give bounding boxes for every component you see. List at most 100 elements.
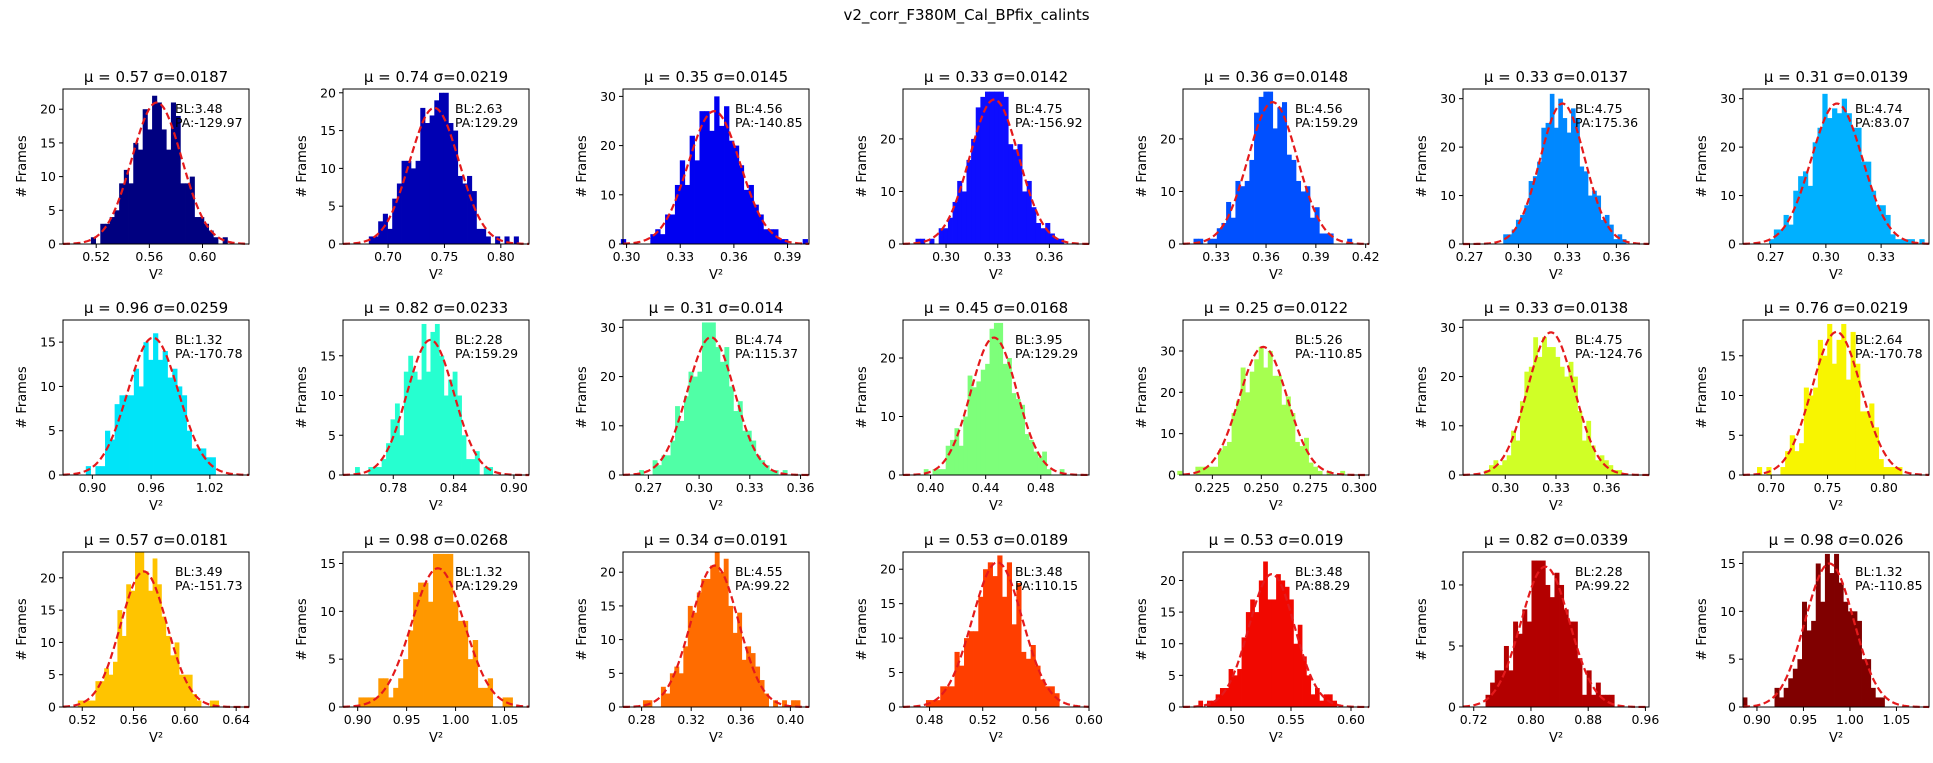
- histogram-bar: [170, 102, 177, 244]
- histogram-bar: [758, 214, 764, 244]
- histogram-bar: [368, 236, 374, 244]
- y-axis-label: # Frames: [855, 366, 870, 429]
- y-tick-label: 10: [600, 187, 616, 202]
- histogram-bar: [1231, 413, 1237, 475]
- histogram-bar: [77, 700, 83, 707]
- histogram-bar: [1596, 195, 1602, 244]
- x-axis-label: V²: [1549, 731, 1563, 746]
- histogram-bar: [113, 661, 118, 707]
- histogram-bar: [157, 359, 164, 475]
- histogram-bar: [773, 700, 778, 707]
- histogram-bar: [1517, 633, 1523, 707]
- histogram-bar: [1230, 217, 1236, 244]
- histogram-panel: 0.90 0.96 1.02 0 5 10 15 μ = 0.96 σ=0.0259 V² # F…: [15, 299, 250, 514]
- histogram-bar: [1289, 599, 1294, 707]
- x-tick-label: 0.27: [634, 480, 662, 495]
- subplot-title: μ = 0.25 σ=0.0122: [1204, 299, 1348, 317]
- histogram-bar: [1295, 180, 1302, 244]
- histogram-bar: [944, 686, 951, 707]
- axes-frame: [622, 319, 810, 476]
- histogram-bar: [1827, 118, 1833, 244]
- y-tick-label: 5: [1448, 638, 1456, 653]
- histogram-bar: [1541, 127, 1546, 244]
- histogram-bar: [1268, 91, 1274, 244]
- position-angle-annotation: PA:-170.78: [175, 346, 243, 361]
- histogram-bar: [443, 395, 449, 475]
- histogram-bar: [1227, 441, 1232, 475]
- histogram-bar: [620, 239, 627, 244]
- y-axis-label: # Frames: [1695, 598, 1710, 661]
- y-tick-label: 20: [1160, 385, 1176, 400]
- x-tick-label: 0.80: [1870, 480, 1898, 495]
- histogram-bar: [1240, 186, 1246, 244]
- x-tick-label: 1.02: [196, 480, 224, 495]
- y-tick-label: 0: [1448, 468, 1456, 483]
- axes-frame: [1182, 88, 1370, 245]
- histogram-bar: [194, 217, 200, 244]
- baseline-annotation: BL:4.75: [1575, 332, 1623, 347]
- histogram-bar: [442, 553, 449, 707]
- gaussian-fit-line: [342, 567, 530, 708]
- histogram-bar: [743, 189, 750, 244]
- histogram-bar: [728, 605, 734, 707]
- histogram-bar: [1851, 127, 1857, 244]
- y-tick-label: 20: [880, 351, 896, 366]
- histogram-bar: [420, 107, 426, 244]
- histogram-bar: [363, 697, 369, 707]
- histogram-bar: [1586, 420, 1592, 475]
- histogram-bar: [203, 223, 209, 244]
- histogram-bar: [1221, 222, 1227, 244]
- histogram-bar: [973, 631, 979, 707]
- histogram-bar: [701, 578, 707, 707]
- histogram-bar: [1869, 403, 1875, 475]
- histogram-bar: [1880, 205, 1886, 244]
- histogram-bar: [162, 351, 168, 475]
- histogram-bar: [954, 428, 960, 475]
- histogram-bar: [1267, 599, 1273, 707]
- y-tick-label: 10: [1720, 604, 1736, 619]
- histogram-bar: [1888, 467, 1894, 475]
- subplot-title: μ = 0.36 σ=0.0148: [1204, 68, 1348, 86]
- x-tick-label: 0.30: [1812, 249, 1840, 264]
- x-tick-label: 0.225: [1194, 480, 1230, 495]
- histogram-bar: [1241, 637, 1247, 707]
- histogram-bar: [971, 138, 977, 244]
- histogram-bar: [1899, 239, 1906, 244]
- x-tick-label: 0.75: [431, 249, 459, 264]
- position-angle-annotation: PA:-110.85: [1295, 346, 1363, 361]
- x-tick-label: 0.275: [1292, 480, 1328, 495]
- histogram-panel: 0.52 0.56 0.60 0.64 0 5 10 15 20 μ = 0.57 σ=0.018…: [15, 531, 250, 746]
- y-tick-label: 5: [888, 665, 896, 680]
- histogram-bar: [1592, 190, 1597, 244]
- x-tick-label: 0.75: [1814, 480, 1842, 495]
- y-tick-label: 15: [880, 596, 896, 611]
- x-tick-label: 1.00: [1836, 712, 1864, 727]
- histogram-bar: [1503, 645, 1509, 707]
- gaussian-fit-line: [1742, 102, 1930, 245]
- baseline-annotation: BL:2.64: [1855, 332, 1903, 347]
- histogram-bar: [660, 234, 666, 244]
- gaussian-fit-line: [342, 106, 530, 246]
- x-tick-label: 0.36: [727, 712, 755, 727]
- histogram-bar: [483, 467, 489, 475]
- histogram-bar: [1054, 238, 1060, 244]
- histogram-bar: [932, 469, 938, 475]
- histogram-bar: [157, 584, 162, 707]
- position-angle-annotation: PA:159.29: [455, 346, 518, 361]
- histogram-bar: [1793, 190, 1799, 244]
- histogram-bar: [694, 160, 700, 244]
- histogram-panel: 0.40 0.44 0.48 0 10 20 μ = 0.45 σ=0.0168 V² # Fr…: [855, 299, 1090, 514]
- histogram-panel: 0.28 0.32 0.36 0.40 0 5 10 15 20 μ = 0.34 σ=0.019…: [575, 531, 810, 746]
- histogram-bar: [1794, 451, 1800, 475]
- y-tick-label: 10: [40, 169, 56, 184]
- subplot-title: μ = 0.82 σ=0.0339: [1484, 531, 1628, 549]
- histogram-bar: [1497, 465, 1503, 475]
- histogram-bar: [1537, 161, 1542, 244]
- y-tick-label: 0: [1728, 237, 1736, 252]
- y-axis-label: # Frames: [15, 598, 30, 661]
- histogram-bar: [187, 674, 193, 707]
- histogram-bar: [100, 223, 106, 244]
- y-tick-label: 15: [1160, 605, 1176, 620]
- histogram-bar: [1249, 371, 1255, 475]
- histogram-bar: [448, 379, 454, 475]
